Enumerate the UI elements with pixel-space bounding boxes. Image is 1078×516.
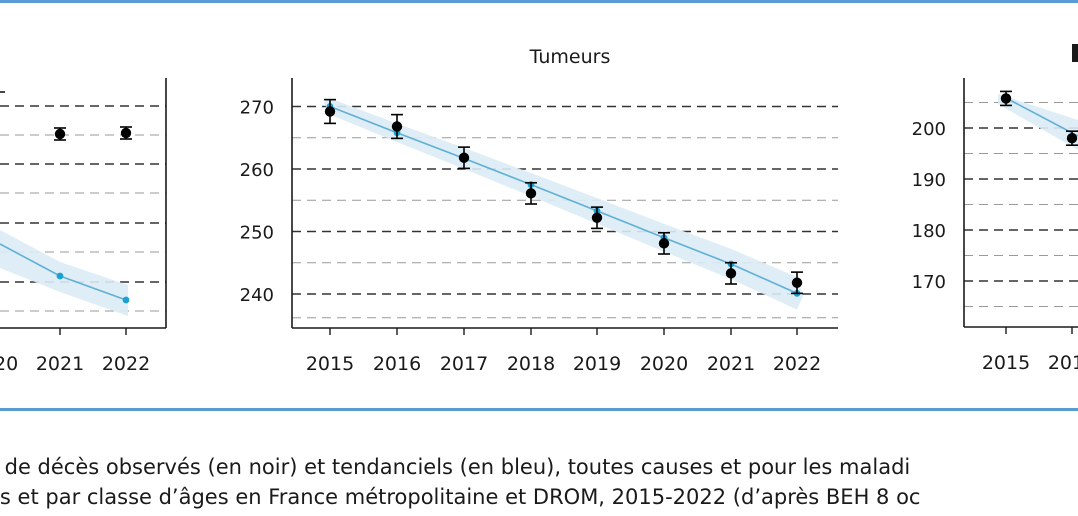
observed-point	[791, 277, 803, 288]
observed-point	[658, 238, 670, 249]
observed-point	[54, 128, 66, 140]
charts-area: Tumeurs 240 250 260 270 2015 2016 2017 2018 2019…	[0, 44, 1078, 375]
confidence-band	[0, 230, 128, 316]
y-tick-label: 240	[240, 285, 274, 306]
x-tick-label: 2019	[573, 353, 621, 375]
x-tick-label: 2017	[440, 353, 488, 375]
chart-title-tumeurs: Tumeurs	[529, 46, 611, 68]
confidence-band	[998, 94, 1078, 150]
observed-point	[120, 127, 132, 139]
y-tick-label: 180	[912, 221, 946, 242]
observed-point	[1066, 133, 1078, 144]
y-tick-label: 170	[912, 272, 946, 293]
observed-point	[591, 212, 603, 223]
y-tick-label: 200	[912, 119, 946, 140]
top-rule	[0, 0, 1078, 3]
observed-point	[391, 121, 403, 132]
trend-line	[329, 105, 798, 295]
caption-line-1: s de décès observés (en noir) et tendanc…	[0, 455, 911, 479]
observed-point	[458, 152, 470, 163]
y-tick-label: 270	[240, 98, 274, 119]
x-tick-label: 2016	[373, 353, 421, 375]
caption-line-2: es et par classe d’âges en France métrop…	[0, 485, 921, 509]
bottom-rule	[0, 408, 1078, 411]
trend-line	[1005, 97, 1078, 137]
observed-point	[1000, 93, 1012, 104]
y-tick-label: 250	[240, 223, 274, 244]
trend-point	[56, 272, 64, 280]
observed-point	[525, 188, 537, 199]
x-tick-label: 2022	[773, 353, 821, 375]
x-tick-label: 2015	[306, 353, 354, 375]
x-tick-label: 2022	[102, 353, 150, 375]
observed-point	[324, 106, 336, 117]
y-tick-label: 190	[912, 170, 946, 191]
trend-point	[122, 296, 130, 304]
x-tick-label: 2021	[36, 353, 84, 375]
x-tick-label: 2020	[640, 353, 688, 375]
chart-right-cropped: 170 180 190 200 2015 2016	[912, 44, 1078, 374]
figure-caption: s de décès observés (en noir) et tendanc…	[0, 452, 1078, 516]
x-tick-label: 2020	[0, 353, 18, 375]
title-fragment	[1072, 44, 1078, 62]
observed-point	[725, 268, 737, 279]
chart-tumeurs: 240 250 260 270 2015 2016 2017 2018 2019 2020 2021…	[240, 78, 838, 375]
y-tick-label: 260	[240, 160, 274, 181]
chart-left-cropped: 2020 2021 2022	[0, 78, 167, 375]
x-tick-label: 2018	[507, 353, 555, 375]
x-tick-label: 2016	[1048, 352, 1078, 374]
x-tick-label: 2021	[707, 353, 755, 375]
x-tick-label: 2015	[982, 352, 1030, 374]
